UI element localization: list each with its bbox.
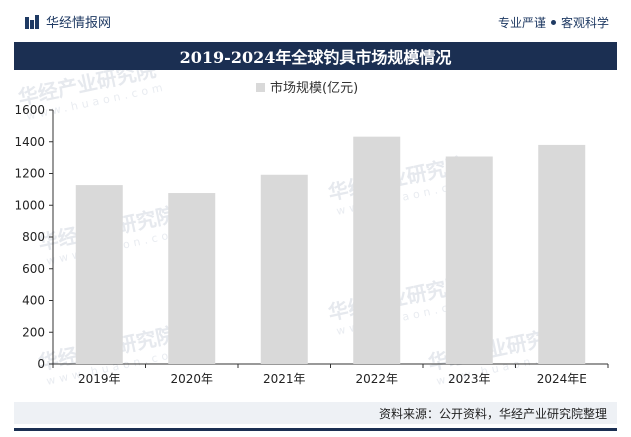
bar-chart-icon	[25, 14, 39, 29]
slogan-dot-icon	[550, 20, 556, 25]
y-tick-label: 1000	[14, 198, 45, 212]
bar	[353, 136, 401, 364]
chart-title-bar: 2019-2024年全球钓具市场规模情况	[14, 42, 617, 70]
y-tick-label: 0	[37, 357, 45, 371]
bar	[538, 144, 586, 364]
x-tick-label: 2022年	[355, 372, 398, 386]
slogan: 专业严谨 客观科学	[498, 14, 609, 31]
y-tick-label: 400	[22, 294, 45, 308]
y-tick-label: 1200	[14, 167, 45, 181]
x-tick-label: 2021年	[263, 372, 306, 386]
y-tick-label: 1600	[14, 103, 45, 117]
y-tick-label: 600	[22, 262, 45, 276]
x-tick-label: 2020年	[170, 372, 213, 386]
bottom-divider	[14, 428, 617, 431]
source-bar: 资料来源：公开资料，华经产业研究院整理	[14, 402, 617, 424]
brand-name: 华经情报网	[46, 16, 112, 31]
slogan-left: 专业严谨	[497, 16, 546, 30]
bar	[445, 156, 493, 364]
x-tick-label: 2024年E	[537, 372, 587, 386]
legend-label: 市场规模(亿元)	[270, 80, 358, 96]
bar	[75, 185, 123, 364]
y-tick-label: 800	[22, 230, 45, 244]
x-tick-label: 2019年	[78, 372, 121, 386]
bar-chart: 华经产业研究院www.huaon.com华经产业研究院www.huaon.com…	[14, 70, 609, 388]
source-text: 资料来源：公开资料，华经产业研究院整理	[378, 407, 607, 421]
chart-title: 2019-2024年全球钓具市场规模情况	[179, 48, 452, 67]
brand: 华经情报网	[24, 12, 111, 31]
x-tick-label: 2023年	[448, 372, 491, 386]
bar	[168, 193, 216, 364]
top-bar: 华经情报网 专业严谨 客观科学	[0, 0, 631, 42]
legend-swatch	[256, 83, 265, 92]
bar	[260, 174, 308, 364]
y-tick-label: 1400	[14, 135, 45, 149]
y-tick-label: 200	[22, 325, 45, 339]
slogan-right: 客观科学	[560, 16, 609, 30]
